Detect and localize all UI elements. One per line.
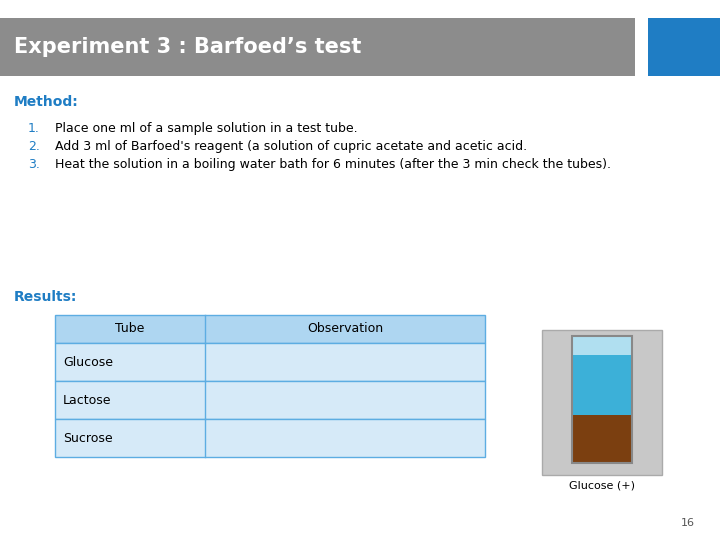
Bar <box>572 336 632 355</box>
Text: Observation: Observation <box>307 322 383 335</box>
Text: 16: 16 <box>681 518 695 528</box>
Bar <box>55 419 485 457</box>
Text: Add 3 ml of Barfoed's reagent (a solution of cupric acetate and acetic acid.: Add 3 ml of Barfoed's reagent (a solutio… <box>55 140 527 153</box>
Bar <box>0 18 635 76</box>
Bar <box>572 415 632 463</box>
Text: Tube: Tube <box>115 322 145 335</box>
Bar <box>648 18 720 76</box>
Bar <box>542 330 662 475</box>
Text: Method:: Method: <box>14 95 78 109</box>
Text: Place one ml of a sample solution in a test tube.: Place one ml of a sample solution in a t… <box>55 122 358 135</box>
Text: Glucose: Glucose <box>63 355 113 368</box>
Text: 3.: 3. <box>28 158 40 171</box>
Bar <box>55 315 485 343</box>
Text: 2.: 2. <box>28 140 40 153</box>
Bar <box>55 343 485 381</box>
Text: Results:: Results: <box>14 290 77 304</box>
Text: Sucrose: Sucrose <box>63 431 112 444</box>
Bar <box>55 381 485 419</box>
Text: 1.: 1. <box>28 122 40 135</box>
Bar <box>572 355 632 415</box>
Bar <box>572 336 632 463</box>
Text: Lactose: Lactose <box>63 394 112 407</box>
Text: Experiment 3 : Barfoed’s test: Experiment 3 : Barfoed’s test <box>14 37 361 57</box>
Text: Glucose (+): Glucose (+) <box>569 480 635 490</box>
Text: Heat the solution in a boiling water bath for 6 minutes (after the 3 min check t: Heat the solution in a boiling water bat… <box>55 158 611 171</box>
